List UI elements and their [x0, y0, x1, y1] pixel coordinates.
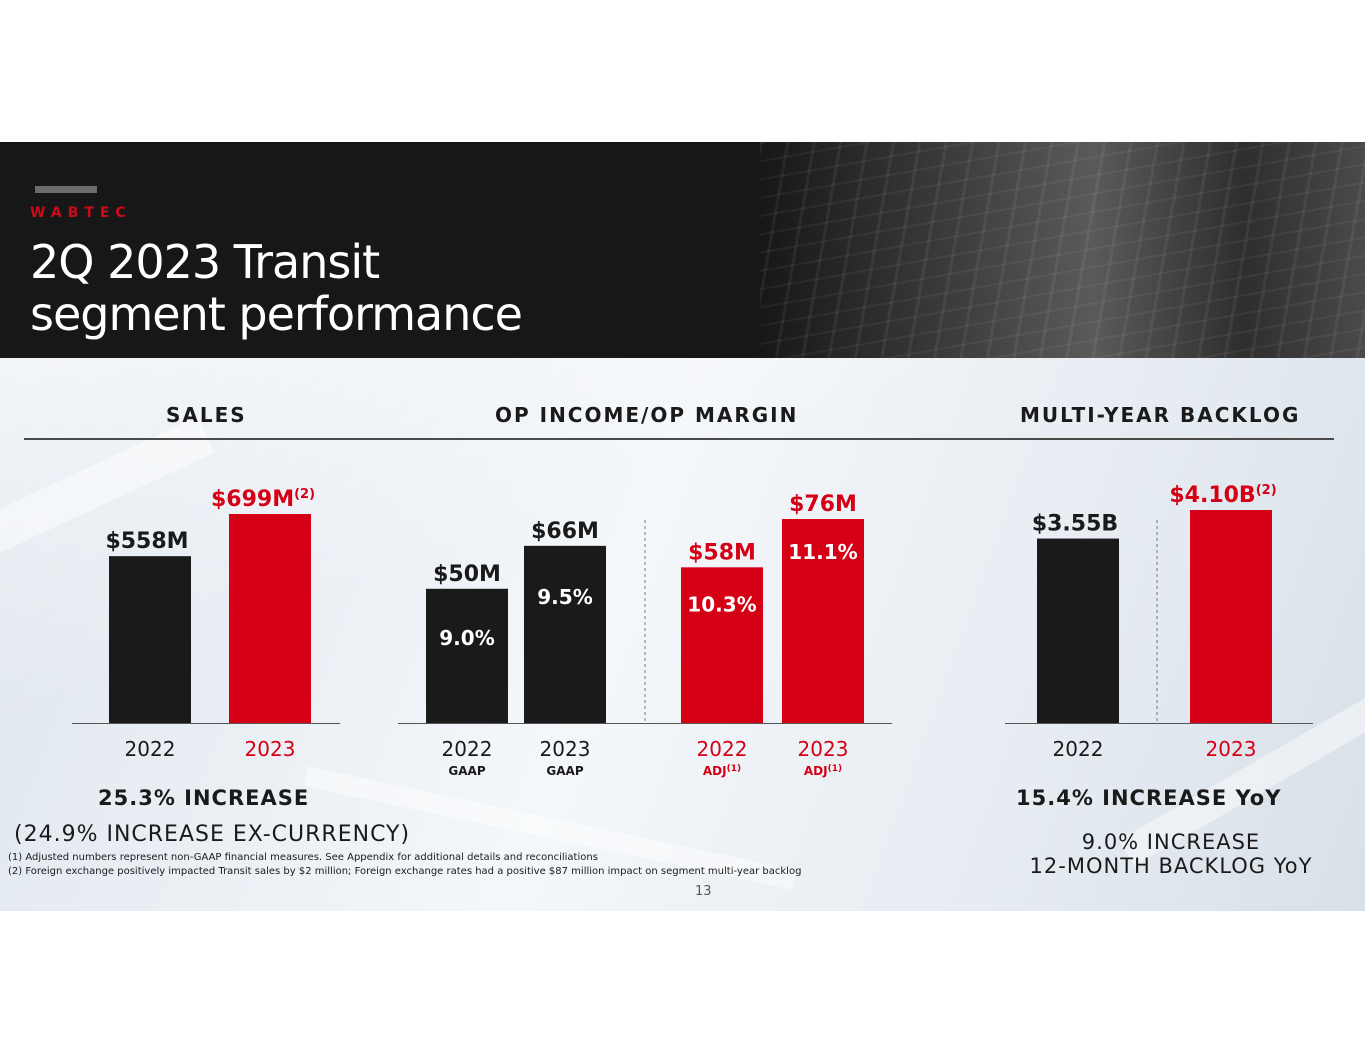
footnote-1: (1) Adjusted numbers represent non-GAAP … [8, 852, 598, 863]
op-margin-label-2: 10.3% [687, 592, 756, 616]
op-bar-1 [524, 545, 606, 723]
op-category-label-1: 2023 [540, 737, 591, 761]
header-photo [760, 142, 1365, 358]
backlog-bar-0 [1037, 538, 1119, 723]
op-margin-label-3: 11.1% [788, 540, 857, 564]
op-margin-label-0: 9.0% [439, 626, 494, 650]
backlog-12m-line-2: 12-MONTH BACKLOG YoY [1029, 854, 1313, 878]
header-banner [0, 142, 1365, 358]
sales-bar-1 [229, 514, 311, 723]
brand-logo: WABTEC [30, 205, 132, 221]
op-sublabel-0: GAAP [448, 764, 485, 778]
footnote-2: (2) Foreign exchange positively impacted… [8, 866, 802, 877]
backlog-category-label-1: 2023 [1206, 737, 1257, 761]
accent-bar [35, 186, 97, 193]
op-bar-0 [426, 588, 508, 723]
op-margin-label-1: 9.5% [537, 585, 592, 609]
op-sublabel-superscript-2: (1) [727, 764, 742, 774]
op-value-label-0: $50M [433, 562, 501, 587]
backlog-12m-line-1: 9.0% INCREASE [1081, 830, 1261, 854]
sales-category-label-0: 2022 [125, 737, 176, 761]
op-value-label-3: $76M [789, 492, 857, 517]
sales-bar-0 [109, 556, 191, 723]
backlog-value-label-1: $4.10B(2) [1169, 483, 1276, 508]
backlog-category-label-0: 2022 [1053, 737, 1104, 761]
backlog-value-label-1-superscript: (2) [1256, 483, 1277, 498]
sales-section-title: SALES [166, 403, 247, 427]
sales-category-label-1: 2023 [245, 737, 296, 761]
op-value-label-1: $66M [531, 519, 599, 544]
op-category-label-2: 2022 [697, 737, 748, 761]
title-line-1: 2Q 2023 Transit [30, 235, 380, 289]
op-bar-3 [782, 519, 864, 723]
op-value-label-2: $58M [688, 540, 756, 565]
op-sublabel-3: ADJ(1) [804, 764, 842, 778]
sales-ex-currency-note: (24.9% INCREASE EX-CURRENCY) [14, 822, 411, 847]
sales-value-label-0: $558M [105, 529, 188, 554]
page-number: 13 [695, 884, 712, 899]
backlog-increase-note: 15.4% INCREASE YoY [1016, 786, 1282, 810]
section-rule [24, 438, 1334, 440]
op-income-section-title: OP INCOME/OP MARGIN [495, 403, 799, 427]
op-sublabel-2: ADJ(1) [703, 764, 741, 778]
op-sublabel-superscript-3: (1) [828, 764, 843, 774]
sales-increase-note: 25.3% INCREASE [98, 786, 310, 810]
sales-value-label-1: $699M(2) [211, 487, 315, 512]
backlog-value-label-0: $3.55B [1032, 512, 1118, 537]
op-category-label-0: 2022 [442, 737, 493, 761]
sales-value-label-1-superscript: (2) [294, 487, 315, 502]
backlog-bar-1 [1190, 510, 1272, 723]
page-title: 2Q 2023 Transit segment performance [30, 235, 523, 341]
op-sublabel-1: GAAP [546, 764, 583, 778]
op-category-label-3: 2023 [798, 737, 849, 761]
op-bar-2 [681, 567, 763, 723]
backlog-section-title: MULTI-YEAR BACKLOG [1020, 403, 1301, 427]
backlog-12m-note: 9.0% INCREASE 12-MONTH BACKLOG YoY [1026, 830, 1316, 878]
title-line-2: segment performance [30, 287, 523, 341]
